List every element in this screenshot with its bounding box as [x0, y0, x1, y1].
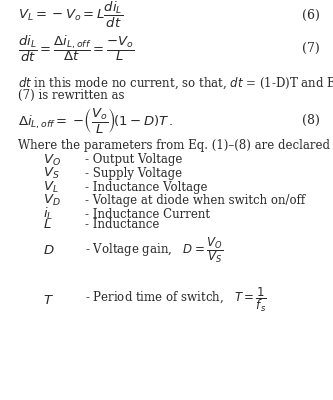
Text: $\dfrac{di_L}{dt} = \dfrac{\Delta i_{L,off}}{\Delta t} = \dfrac{-V_o}{L}$: $\dfrac{di_L}{dt} = \dfrac{\Delta i_{L,o… [18, 33, 135, 64]
Text: - Supply Voltage: - Supply Voltage [85, 167, 182, 180]
Text: $V_O$: $V_O$ [43, 152, 61, 168]
Text: - Voltage at diode when switch on/off: - Voltage at diode when switch on/off [85, 194, 305, 207]
Text: $dt$ in this mode no current, so that, $dt$ = (1-D)T and Eq.: $dt$ in this mode no current, so that, $… [18, 76, 333, 92]
Text: $T$: $T$ [43, 294, 54, 306]
Text: - Inductance Voltage: - Inductance Voltage [85, 181, 207, 194]
Text: $D$: $D$ [43, 244, 55, 256]
Text: - Period time of switch,   $T = \dfrac{1}{f_s}$: - Period time of switch, $T = \dfrac{1}{… [85, 286, 267, 314]
Text: $V_L$: $V_L$ [43, 180, 59, 195]
Text: $i_L$: $i_L$ [43, 206, 54, 222]
Text: Where the parameters from Eq. (1)–(8) are declared by:: Where the parameters from Eq. (1)–(8) ar… [18, 139, 333, 152]
Text: $V_L = -V_o = L\dfrac{di_L}{dt}$: $V_L = -V_o = L\dfrac{di_L}{dt}$ [18, 0, 124, 30]
Text: - Inductance: - Inductance [85, 218, 159, 231]
Text: (8): (8) [302, 114, 320, 126]
Text: - Output Voltage: - Output Voltage [85, 154, 182, 166]
Text: - Voltage gain,   $D = \dfrac{V_O}{V_S}$: - Voltage gain, $D = \dfrac{V_O}{V_S}$ [85, 235, 223, 265]
Text: $V_S$: $V_S$ [43, 166, 60, 181]
Text: (6): (6) [302, 9, 320, 22]
Text: $V_D$: $V_D$ [43, 193, 61, 208]
Text: (7): (7) [302, 42, 320, 55]
Text: $\Delta i_{L,off} = -\!\left(\dfrac{V_o}{L}\right)\!(1-D)T\,.$: $\Delta i_{L,off} = -\!\left(\dfrac{V_o}… [18, 106, 174, 134]
Text: $L$: $L$ [43, 218, 52, 231]
Text: - Inductance Current: - Inductance Current [85, 208, 210, 221]
Text: (7) is rewritten as: (7) is rewritten as [18, 89, 125, 102]
